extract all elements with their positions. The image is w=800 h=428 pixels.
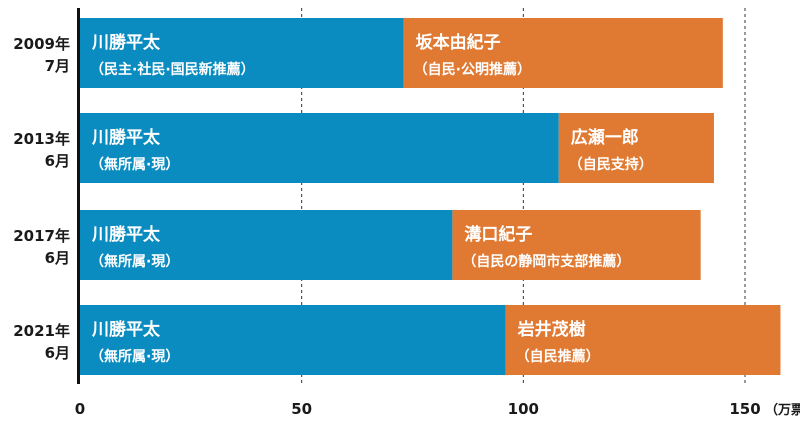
candidate-affiliation-label: （自民推薦） xyxy=(516,348,600,365)
candidate-affiliation-label: （自民·公明推薦） xyxy=(414,61,531,78)
bar-segment-incumbent-1 xyxy=(80,113,559,183)
x-tick-label: 0 xyxy=(75,400,85,418)
category-label: 2013年 xyxy=(13,130,70,148)
category-label: 6月 xyxy=(45,152,70,170)
candidate-affiliation-label: （無所属·現） xyxy=(90,348,179,365)
bar-segment-challenger-2 xyxy=(452,210,701,280)
candidate-affiliation-label: （自民支持） xyxy=(569,156,653,173)
bar-segment-incumbent-2 xyxy=(80,210,453,280)
candidate-affiliation-label: （民主·社民·国民新推薦） xyxy=(90,61,255,78)
category-label: 6月 xyxy=(45,344,70,362)
candidate-name-label: 溝口紀子 xyxy=(464,224,532,245)
candidate-name-label: 岩井茂樹 xyxy=(517,319,586,340)
candidate-affiliation-label: （無所属·現） xyxy=(90,253,179,270)
category-label: 2017年 xyxy=(13,227,70,245)
candidate-name-label: 川勝平太 xyxy=(91,224,161,245)
bar-segment-challenger-3 xyxy=(505,305,781,375)
candidate-affiliation-label: （自民の静岡市支部推薦） xyxy=(462,253,630,270)
candidate-name-label: 広瀬一郎 xyxy=(571,127,639,148)
category-label: 2009年 xyxy=(13,35,70,53)
category-label: 7月 xyxy=(45,57,70,75)
category-labels-layer: 2009年 7月 2013年 6月 2017年 6月 2021年 6月 xyxy=(13,35,70,362)
bar-segment-incumbent-3 xyxy=(80,305,506,375)
candidate-name-label: 川勝平太 xyxy=(91,32,161,53)
category-label: 2021年 xyxy=(13,322,70,340)
candidate-name-label: 川勝平太 xyxy=(91,319,161,340)
segment-labels-layer: 川勝平太 （民主·社民·国民新推薦） 坂本由紀子 （自民·公明推薦） 川勝平太 （無所属·… xyxy=(90,32,653,365)
x-tick-label: 150 xyxy=(729,400,760,418)
bar-segment-challenger-1 xyxy=(558,113,714,183)
candidate-affiliation-label: （無所属·現） xyxy=(90,156,179,173)
x-tick-labels-layer: 0 50 100 150 xyxy=(75,400,761,418)
candidate-name-label: 川勝平太 xyxy=(91,127,161,148)
bar-segment-challenger-0 xyxy=(403,18,723,88)
x-tick-label: 100 xyxy=(508,400,539,418)
bar-segment-incumbent-0 xyxy=(80,18,404,88)
x-tick-label: 50 xyxy=(291,400,312,418)
x-axis-unit-label: （万票） xyxy=(765,402,800,418)
candidate-name-label: 坂本由紀子 xyxy=(416,32,501,53)
bars-layer xyxy=(80,18,781,375)
category-label: 6月 xyxy=(45,249,70,267)
